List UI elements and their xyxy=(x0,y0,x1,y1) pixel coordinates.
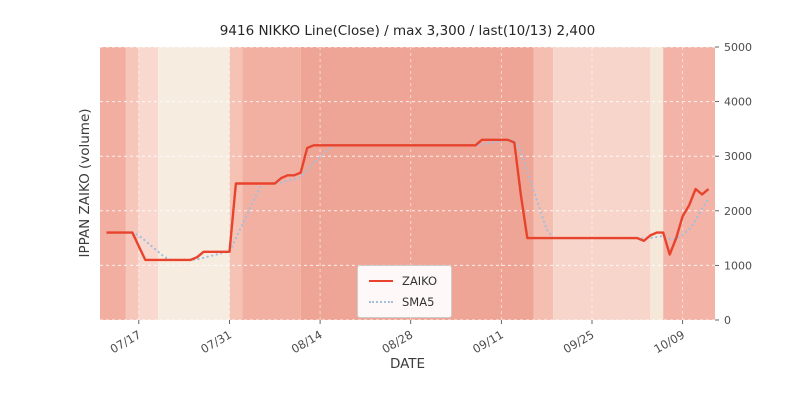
legend-item-zaiko: ZAIKO xyxy=(369,274,437,288)
plot-band xyxy=(533,47,554,320)
plot-band xyxy=(663,47,715,320)
plot-band xyxy=(138,47,159,320)
x-tick-label: 08/14 xyxy=(289,327,325,356)
legend-label-zaiko: ZAIKO xyxy=(402,274,438,288)
y-tick-label: 0 xyxy=(724,314,731,327)
y-tick-label: 1000 xyxy=(724,259,752,272)
zaiko-line xyxy=(106,138,710,262)
legend: ZAIKO SMA5 xyxy=(357,265,453,318)
x-tick-label: 09/25 xyxy=(561,327,597,356)
legend-label-sma5: SMA5 xyxy=(402,295,435,309)
plot-band xyxy=(553,47,651,320)
x-axis-label: DATE xyxy=(389,356,426,372)
y-tick-label: 3000 xyxy=(724,150,752,163)
plot-band xyxy=(100,47,126,320)
y-tick-label: 2000 xyxy=(724,205,752,218)
y-axis-label: IPPAN ZAIKO (volume) xyxy=(77,108,93,258)
plot-band xyxy=(125,47,139,320)
y-tick-label: 5000 xyxy=(724,41,752,54)
chart-title: 9416 NIKKO Line(Close) / max 3,300 / las… xyxy=(219,23,596,39)
x-tick-label: 10/09 xyxy=(651,327,687,356)
x-tick-label: 07/17 xyxy=(108,327,144,356)
x-tick-label: 08/28 xyxy=(379,327,415,356)
y-tick-label: 4000 xyxy=(724,96,752,109)
legend-item-sma5: SMA5 xyxy=(369,295,437,309)
plot-band xyxy=(158,47,230,320)
plot-band xyxy=(650,47,664,320)
x-tick-label: 07/31 xyxy=(198,327,234,356)
zaiko-line-sample xyxy=(369,280,393,282)
sma5-line-sample xyxy=(369,301,393,303)
x-tick-label: 09/11 xyxy=(470,327,506,356)
